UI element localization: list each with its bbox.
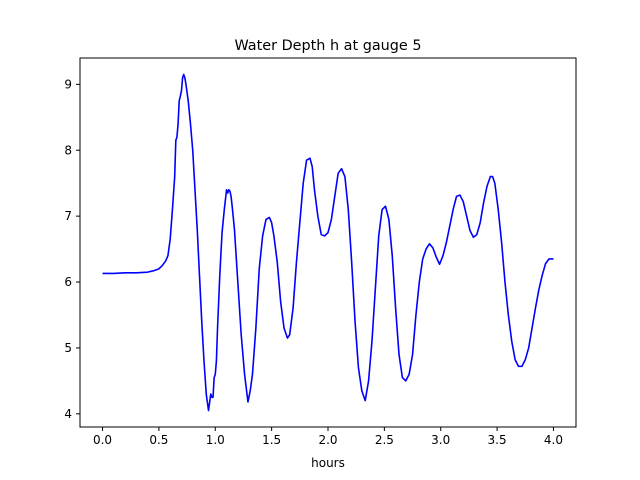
x-tick-label: 2.0 bbox=[318, 433, 337, 447]
x-tick-label: 0.5 bbox=[149, 433, 168, 447]
x-tick-label: 1.0 bbox=[206, 433, 225, 447]
chart-title: Water Depth h at gauge 5 bbox=[234, 38, 421, 54]
y-tick-label: 8 bbox=[64, 143, 72, 157]
axis-ticks: 0.0 0.5 1.0 1.5 2.0 2.5 3.0 3.5 4.0 4 5 6 7 8 9 bbox=[64, 77, 563, 447]
y-tick-label: 9 bbox=[64, 77, 72, 91]
series-line-0 bbox=[102, 73, 554, 412]
y-tick-label: 5 bbox=[64, 341, 72, 355]
x-tick-label: 3.0 bbox=[431, 433, 450, 447]
y-tick-label: 6 bbox=[64, 275, 72, 289]
y-tick-label: 4 bbox=[64, 407, 72, 421]
x-tick-label: 2.5 bbox=[375, 433, 394, 447]
x-tick-label: 1.5 bbox=[262, 433, 281, 447]
x-tick-label: 0.0 bbox=[93, 433, 112, 447]
x-tick-label: 3.5 bbox=[488, 433, 507, 447]
x-tick-label: 4.0 bbox=[544, 433, 563, 447]
y-tick-label: 7 bbox=[64, 209, 72, 223]
x-axis-label: hours bbox=[311, 456, 345, 470]
plot-frame bbox=[79, 57, 577, 428]
plot-area bbox=[102, 73, 554, 412]
